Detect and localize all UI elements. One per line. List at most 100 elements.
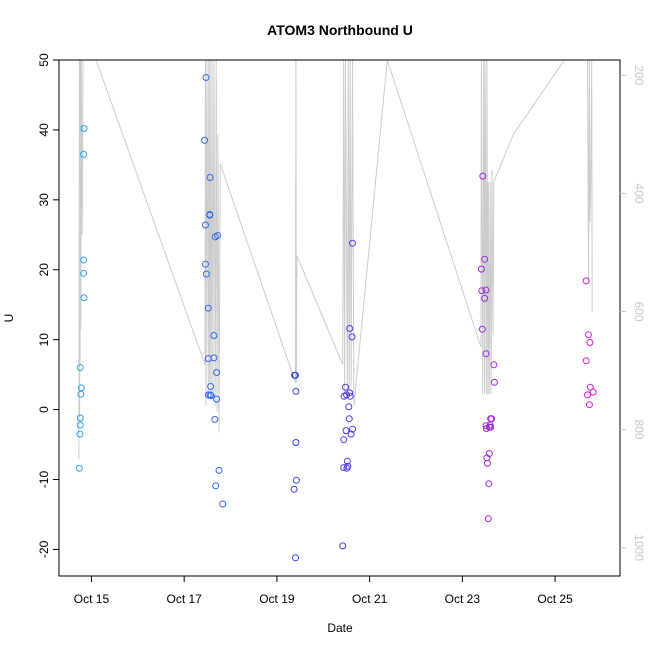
data-point (80, 294, 88, 302)
data-point (482, 350, 490, 358)
x-axis: Oct 15 Oct 17 Oct 19 Oct 21 Oct 23 Oct 25 (74, 576, 573, 606)
data-point (346, 389, 354, 397)
data-point (340, 436, 348, 444)
data-point (478, 325, 486, 333)
data-point (482, 286, 490, 294)
data-point (202, 260, 209, 268)
y-axis: -20 -10 0 10 20 30 40 50 (37, 53, 59, 558)
data-point (212, 482, 220, 490)
data-point (490, 378, 498, 386)
y-tick-label: 40 (37, 123, 51, 137)
scatter-point-layer (75, 74, 597, 562)
plot-frame (58, 59, 621, 577)
y-axis-label: U (2, 314, 16, 323)
data-point (76, 421, 84, 429)
data-point (349, 425, 356, 433)
right-tick-label: 1000 (632, 534, 646, 561)
x-tick-label: Oct 25 (537, 592, 573, 606)
right-tick-label: 600 (632, 301, 646, 321)
data-point (206, 211, 214, 219)
data-point (585, 401, 593, 409)
data-point (292, 554, 299, 562)
data-point (346, 392, 354, 400)
data-point (342, 427, 350, 435)
data-point (342, 383, 349, 391)
data-point (202, 270, 210, 278)
data-point (207, 392, 215, 400)
right-tick-label: 200 (632, 65, 646, 85)
data-point (211, 415, 219, 423)
data-point (213, 369, 221, 376)
data-point (490, 361, 498, 369)
data-point (481, 255, 489, 263)
data-point (478, 287, 486, 295)
chart-title: ATOM3 Northbound U (267, 22, 413, 38)
data-point (80, 150, 88, 158)
data-point (347, 430, 355, 438)
data-point (345, 403, 353, 411)
data-point (481, 294, 489, 302)
data-point (345, 415, 353, 423)
y-tick-label: 0 (37, 406, 51, 413)
data-point (292, 439, 300, 446)
data-point (290, 485, 298, 493)
data-point (582, 277, 590, 285)
y-tick-label: 20 (37, 263, 51, 277)
data-point (215, 466, 223, 474)
data-point (346, 325, 354, 332)
right-tick-label: 800 (632, 420, 646, 440)
data-point (292, 371, 299, 379)
data-point (206, 391, 214, 399)
data-point (204, 304, 212, 312)
data-point (482, 422, 490, 430)
data-point (584, 391, 591, 399)
data-point (586, 339, 594, 346)
data-point (479, 172, 487, 180)
data-point (76, 414, 84, 422)
data-point (484, 515, 492, 523)
data-point (339, 542, 347, 550)
data-point (219, 500, 227, 508)
data-point (487, 423, 495, 431)
data-point (488, 415, 496, 423)
x-axis-label: Date (327, 621, 353, 635)
data-point (343, 457, 351, 465)
data-point (77, 384, 85, 392)
data-point (76, 364, 84, 372)
data-point (210, 332, 218, 339)
data-point (207, 383, 215, 390)
y-tick-label: 50 (37, 53, 51, 67)
data-point (210, 354, 218, 362)
x-tick-label: Oct 19 (259, 592, 295, 606)
right-axis: 200 400 600 800 1000 (620, 65, 646, 561)
data-point (202, 74, 210, 81)
data-point (344, 462, 352, 470)
data-point (485, 480, 493, 488)
data-point (485, 450, 493, 458)
data-point (80, 269, 88, 277)
data-point (214, 232, 222, 239)
data-point (201, 136, 209, 144)
data-point (477, 265, 485, 273)
data-point (75, 464, 83, 472)
y-tick-label: 10 (37, 333, 51, 347)
y-tick-label: -20 (37, 540, 51, 558)
x-tick-label: Oct 17 (167, 592, 203, 606)
data-point (202, 221, 209, 229)
data-point (80, 125, 88, 132)
data-point (292, 387, 300, 395)
x-tick-label: Oct 21 (352, 592, 388, 606)
right-tick-label: 400 (632, 183, 646, 203)
data-point (76, 430, 84, 438)
data-point (348, 333, 356, 341)
data-point (582, 357, 590, 365)
data-point (213, 395, 221, 403)
y-tick-label: -10 (37, 471, 51, 489)
x-tick-label: Oct 15 (74, 592, 110, 606)
data-point (292, 476, 300, 484)
data-point (80, 256, 88, 264)
data-point (589, 388, 597, 396)
data-point (483, 459, 491, 467)
